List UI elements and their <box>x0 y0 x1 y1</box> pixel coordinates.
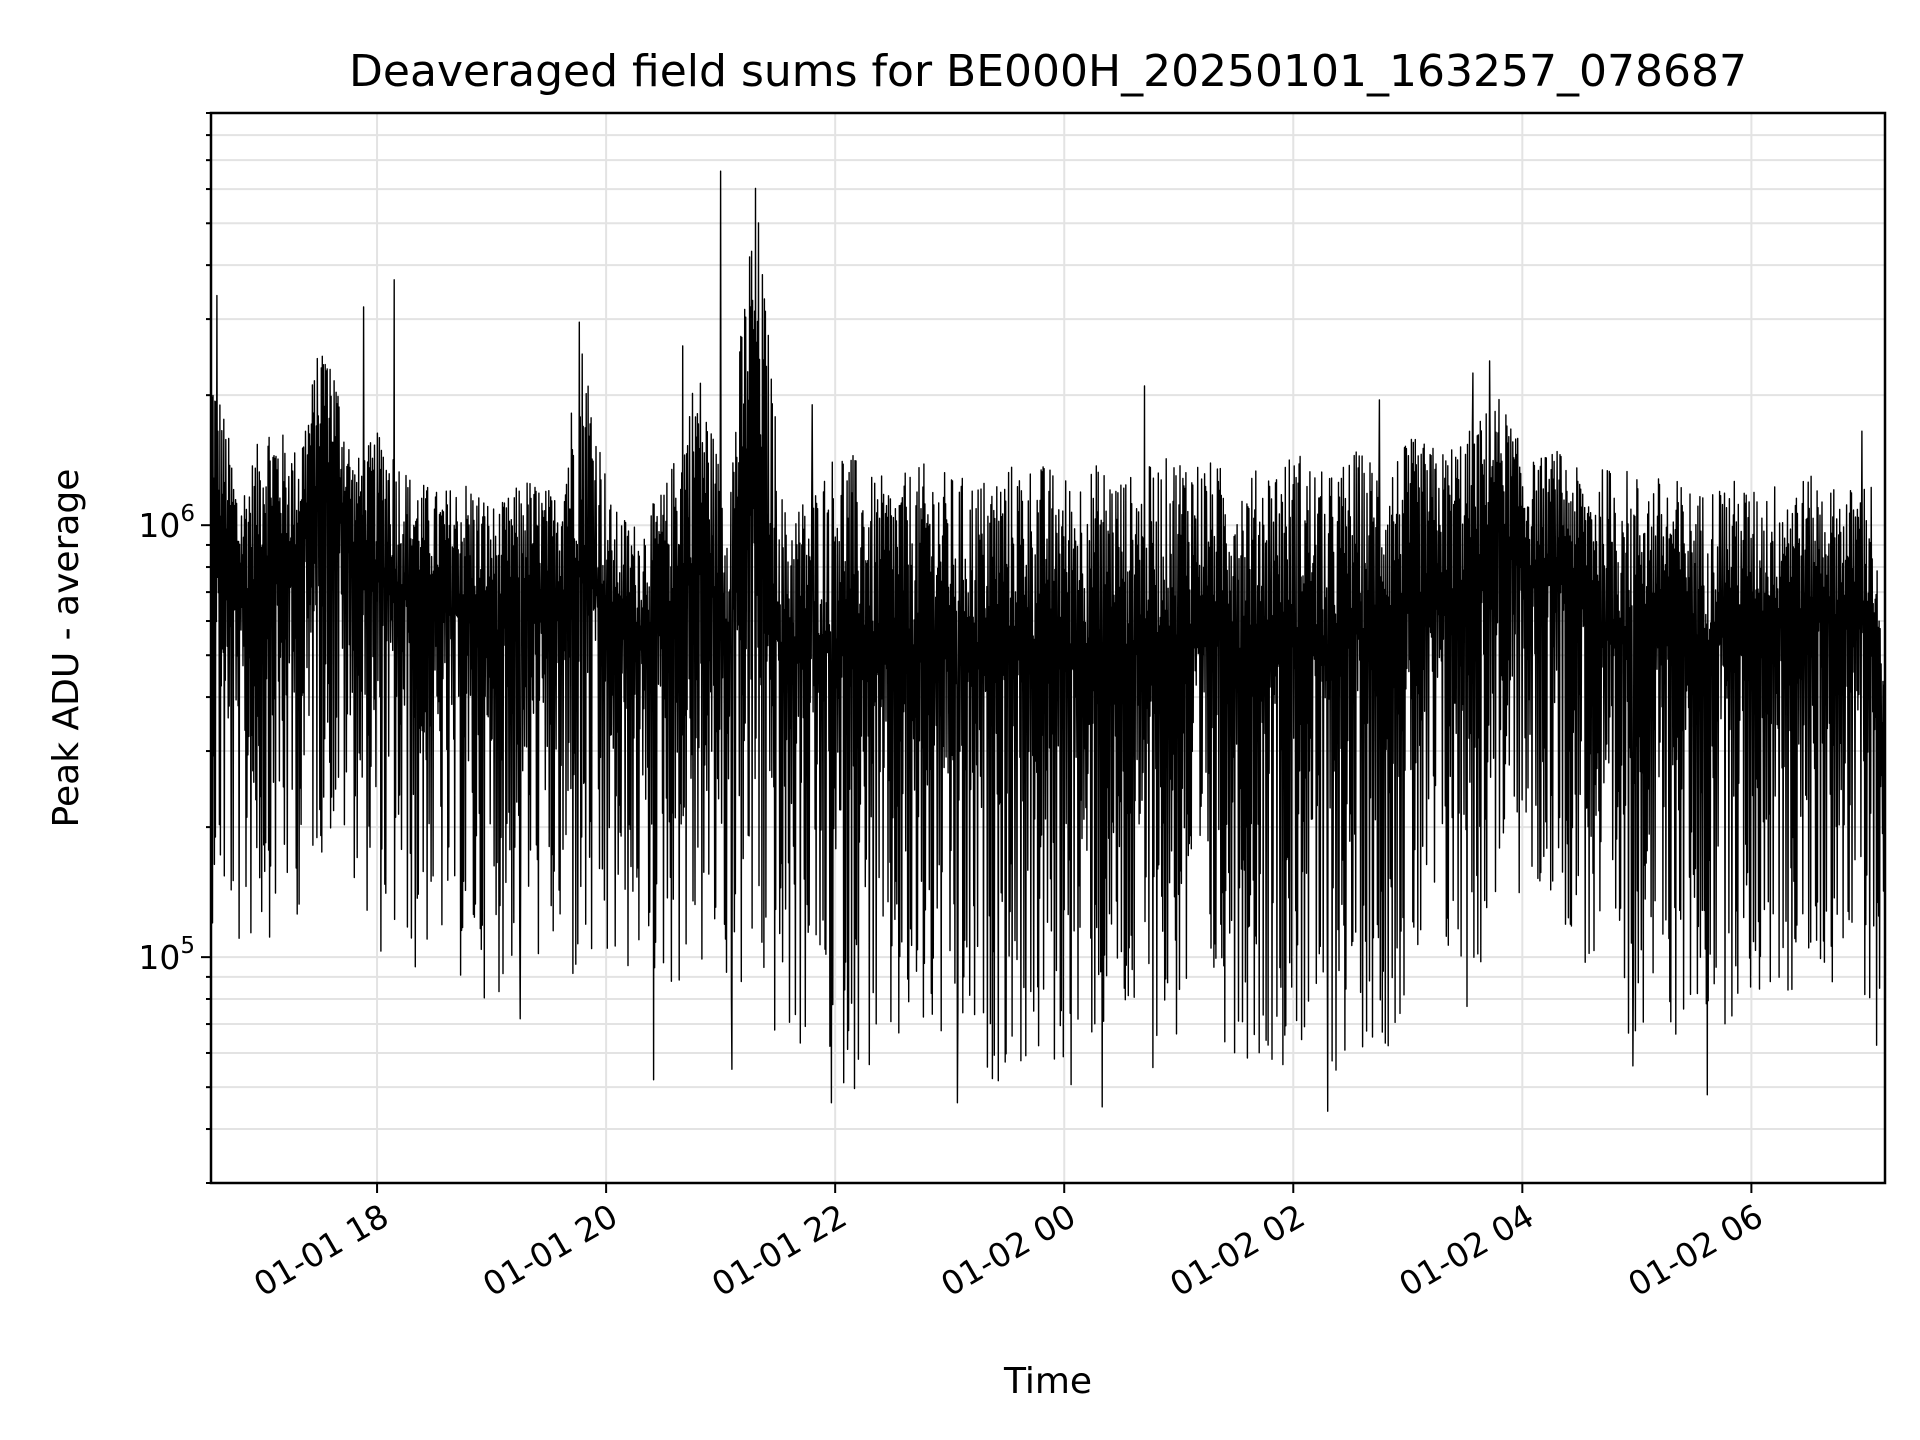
y-tick-label: 106 <box>138 501 195 545</box>
y-tick-base: 10 <box>138 938 180 977</box>
chart-title: Deaveraged field sums for BE000H_2025010… <box>349 46 1747 97</box>
y-tick-base: 10 <box>138 506 180 545</box>
y-tick-exponent: 5 <box>180 933 195 959</box>
x-tick-label: 01-02 04 <box>1392 1196 1540 1304</box>
x-tick-label: 01-02 00 <box>934 1196 1082 1304</box>
x-tick-label: 01-02 02 <box>1163 1196 1311 1304</box>
y-tick-label: 105 <box>138 933 195 977</box>
x-tick-label: 01-01 20 <box>476 1196 624 1304</box>
plot-frame <box>209 111 1887 1185</box>
y-tick-exponent: 6 <box>180 501 195 527</box>
series-group <box>210 170 1886 1120</box>
x-tick-label: 01-01 18 <box>247 1196 395 1304</box>
y-axis-label: Peak ADU - average <box>46 469 87 828</box>
x-tick-label: 01-01 22 <box>705 1196 853 1304</box>
x-axis-label: Time <box>1003 1361 1092 1402</box>
x-tick-label: 01-02 06 <box>1621 1196 1769 1304</box>
series-line <box>210 170 1886 1120</box>
